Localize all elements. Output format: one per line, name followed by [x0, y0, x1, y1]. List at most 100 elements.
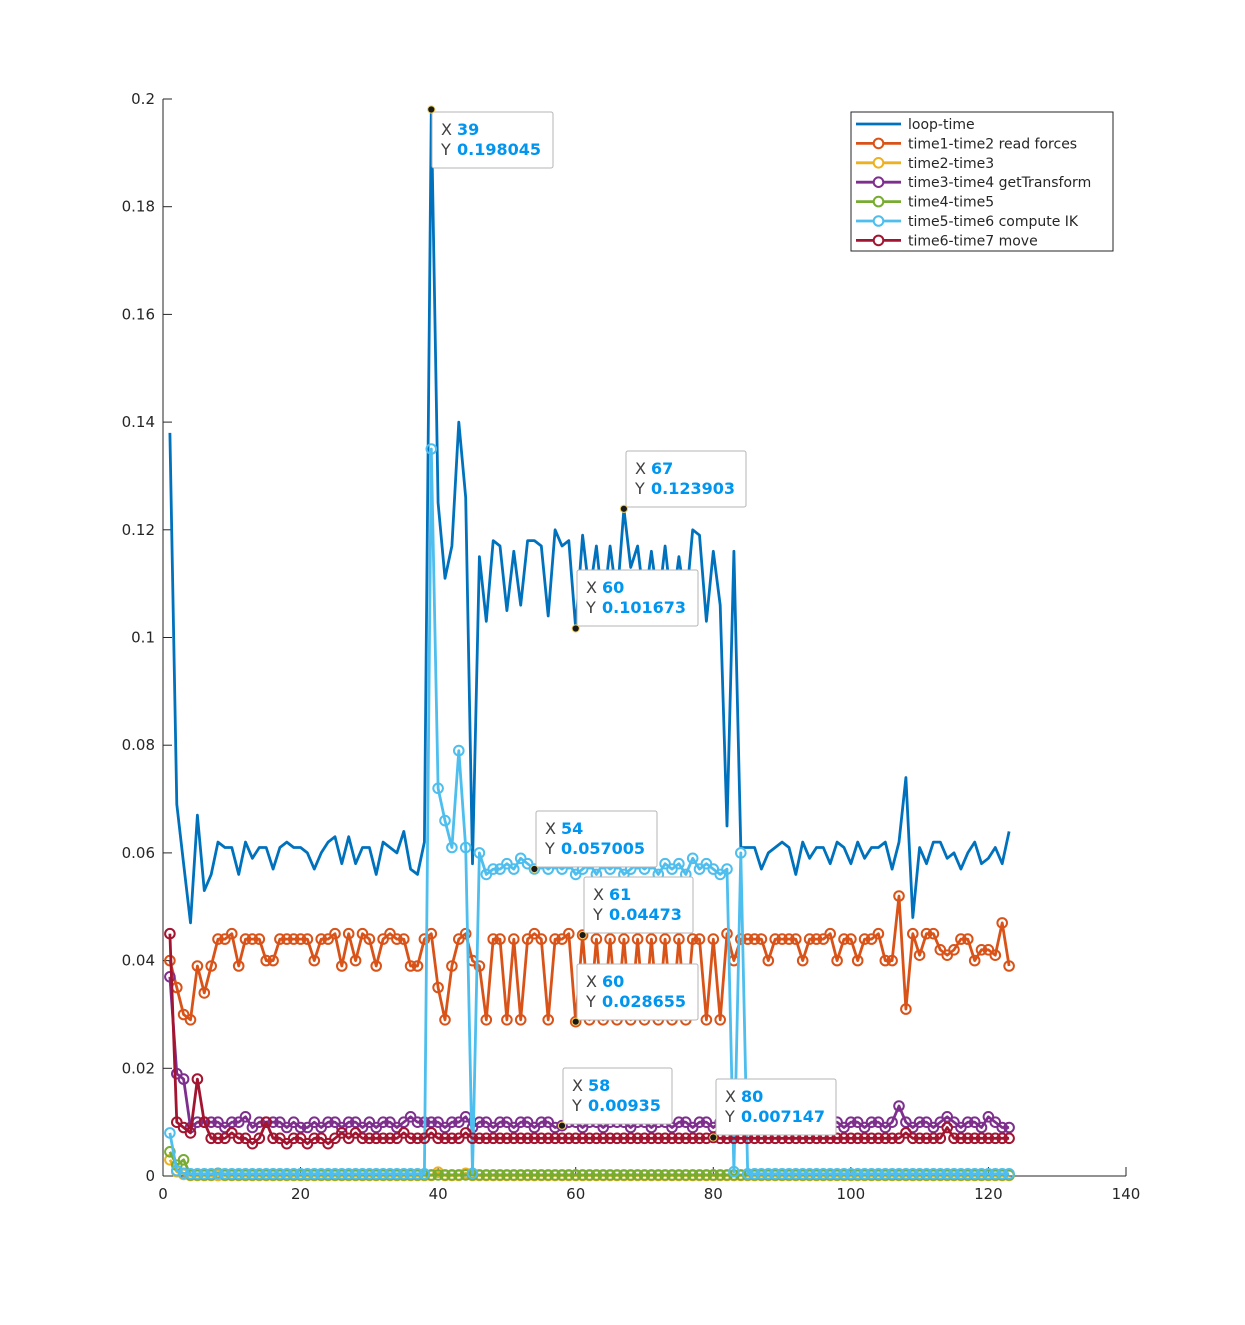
data-point: [741, 1168, 754, 1180]
data-point: [425, 443, 438, 455]
datatip-y-label: Y: [440, 140, 451, 159]
data-point: [755, 933, 768, 945]
data-point: [501, 1169, 513, 1181]
datatip[interactable]: X 80 Y 0.007147: [709, 1078, 837, 1142]
data-point: [735, 1169, 747, 1181]
data-point: [281, 933, 293, 945]
data-point: [556, 1169, 568, 1181]
datatip[interactable]: X 60 Y 0.101673: [571, 569, 699, 633]
data-point: [487, 933, 500, 945]
data-point: [563, 1169, 575, 1181]
data-point: [239, 1111, 252, 1123]
datatip-x-label: X: [545, 819, 556, 838]
data-point: [322, 1116, 334, 1128]
data-point: [831, 1132, 843, 1145]
data-point: [920, 1132, 933, 1145]
datatip-x-value: 60: [602, 578, 624, 597]
data-point: [164, 1127, 176, 1139]
data-point: [391, 933, 403, 945]
data-point: [700, 1014, 713, 1026]
data-point: [164, 927, 176, 940]
datatip[interactable]: X 61 Y 0.04473: [578, 876, 694, 940]
data-point: [528, 1132, 541, 1145]
data-point: [535, 1169, 548, 1181]
datatip[interactable]: X 58 Y 0.00935: [557, 1067, 673, 1130]
data-point: [700, 1169, 713, 1181]
data-point: [487, 1169, 500, 1181]
data-point: [425, 1116, 438, 1128]
data-point: [796, 954, 809, 967]
data-point: [198, 1116, 211, 1128]
data-point: [803, 1168, 816, 1180]
data-point: [226, 927, 238, 940]
datatip[interactable]: X 39 Y 0.198045: [427, 105, 554, 169]
data-point: [968, 1132, 981, 1145]
legend[interactable]: loop-time time1-time2 read forces time2-ti…: [850, 111, 1114, 252]
data-point: [645, 1132, 658, 1145]
data-point: [686, 933, 699, 945]
datatip[interactable]: X 60 Y 0.028655: [571, 963, 699, 1026]
data-point: [624, 1169, 637, 1181]
data-point: [191, 1168, 204, 1180]
data-point: [563, 1132, 575, 1145]
data-point: [851, 1168, 864, 1180]
y-tick-label: 0: [145, 1167, 155, 1185]
x-tick-label: 60: [566, 1185, 585, 1203]
data-point: [446, 1132, 458, 1145]
axes: 0 20 40 60 80 100 120 140 0 0.02 0.04 0.06 0.08 0.1 0.…: [122, 90, 1141, 1203]
data-point: [549, 1169, 561, 1181]
data-point: [659, 933, 671, 945]
y-tick-label: 0.18: [122, 198, 155, 216]
data-point: [714, 1014, 727, 1026]
data-point: [886, 954, 898, 967]
data-point: [514, 1116, 527, 1128]
datatip-y-label: Y: [585, 992, 596, 1011]
datatip[interactable]: X 54 Y 0.057005: [530, 810, 658, 874]
data-point: [535, 1116, 548, 1128]
data-point: [680, 1132, 692, 1145]
x-tick-label: 100: [837, 1185, 866, 1203]
data-point: [886, 1116, 898, 1128]
data-point: [177, 1073, 190, 1085]
data-point: [872, 927, 885, 940]
data-point: [439, 1169, 451, 1181]
data-point: [686, 852, 699, 865]
datatip-y-value: 0.198045: [457, 140, 541, 159]
data-point: [666, 1132, 678, 1145]
data-point: [453, 1169, 465, 1181]
data-point: [783, 933, 795, 945]
data-point: [975, 1132, 988, 1145]
data-point: [232, 1132, 245, 1145]
data-point: [453, 744, 465, 757]
data-point: [267, 1168, 279, 1180]
data-point: [693, 1116, 706, 1128]
data-point: [666, 1169, 678, 1181]
data-point: [968, 1168, 981, 1180]
data-point: [232, 1168, 245, 1180]
data-point: [576, 1169, 589, 1181]
data-point: [796, 1168, 809, 1180]
data-point: [184, 1014, 197, 1026]
data-point: [439, 814, 451, 827]
legend-swatch-marker: [872, 176, 885, 188]
data-point: [177, 1167, 190, 1180]
data-point: [494, 1116, 506, 1128]
datatip-y-label: Y: [585, 598, 596, 617]
datatip-marker: [557, 1121, 567, 1130]
datatip[interactable]: X 67 Y 0.123903: [619, 450, 747, 513]
series-4: [164, 971, 1015, 1134]
datatip-y-value: 0.123903: [651, 479, 735, 498]
data-point: [294, 933, 307, 945]
data-point: [528, 1169, 541, 1181]
data-point: [308, 1132, 321, 1145]
data-point: [790, 933, 802, 945]
data-point: [342, 1168, 355, 1180]
data-point: [783, 1168, 795, 1180]
data-point: [294, 1121, 307, 1134]
data-point: [618, 1169, 630, 1181]
data-point: [872, 1168, 885, 1180]
datatip-x-value: 58: [588, 1076, 610, 1095]
data-point: [322, 1168, 334, 1180]
data-point: [858, 1132, 871, 1145]
datatip-marker: [427, 105, 436, 114]
